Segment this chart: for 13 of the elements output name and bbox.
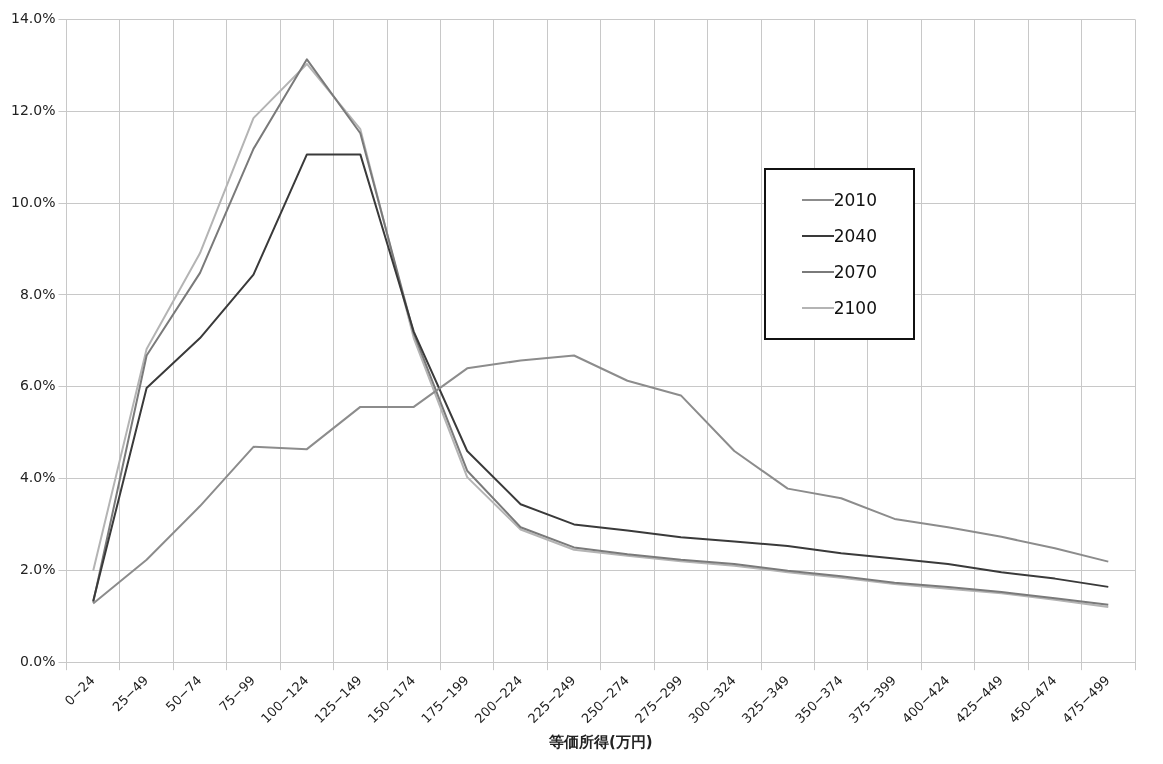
y-tick-label: 2.0% <box>19 560 56 577</box>
legend-label: 2070 <box>833 262 877 282</box>
legend-label: 2010 <box>833 190 877 210</box>
y-tick-label: 10.0% <box>10 193 56 210</box>
y-tick-label: 0.0% <box>19 652 56 669</box>
y-tick-label: 14.0% <box>10 10 56 27</box>
x-axis-title: 等価所得(万円) <box>547 732 653 751</box>
y-tick-label: 4.0% <box>19 469 56 486</box>
y-tick-label: 6.0% <box>19 377 56 394</box>
y-tick-label: 8.0% <box>19 285 56 302</box>
legend-label: 2040 <box>833 226 877 246</box>
legend-label: 2100 <box>833 298 877 318</box>
y-tick-label: 12.0% <box>10 101 56 118</box>
